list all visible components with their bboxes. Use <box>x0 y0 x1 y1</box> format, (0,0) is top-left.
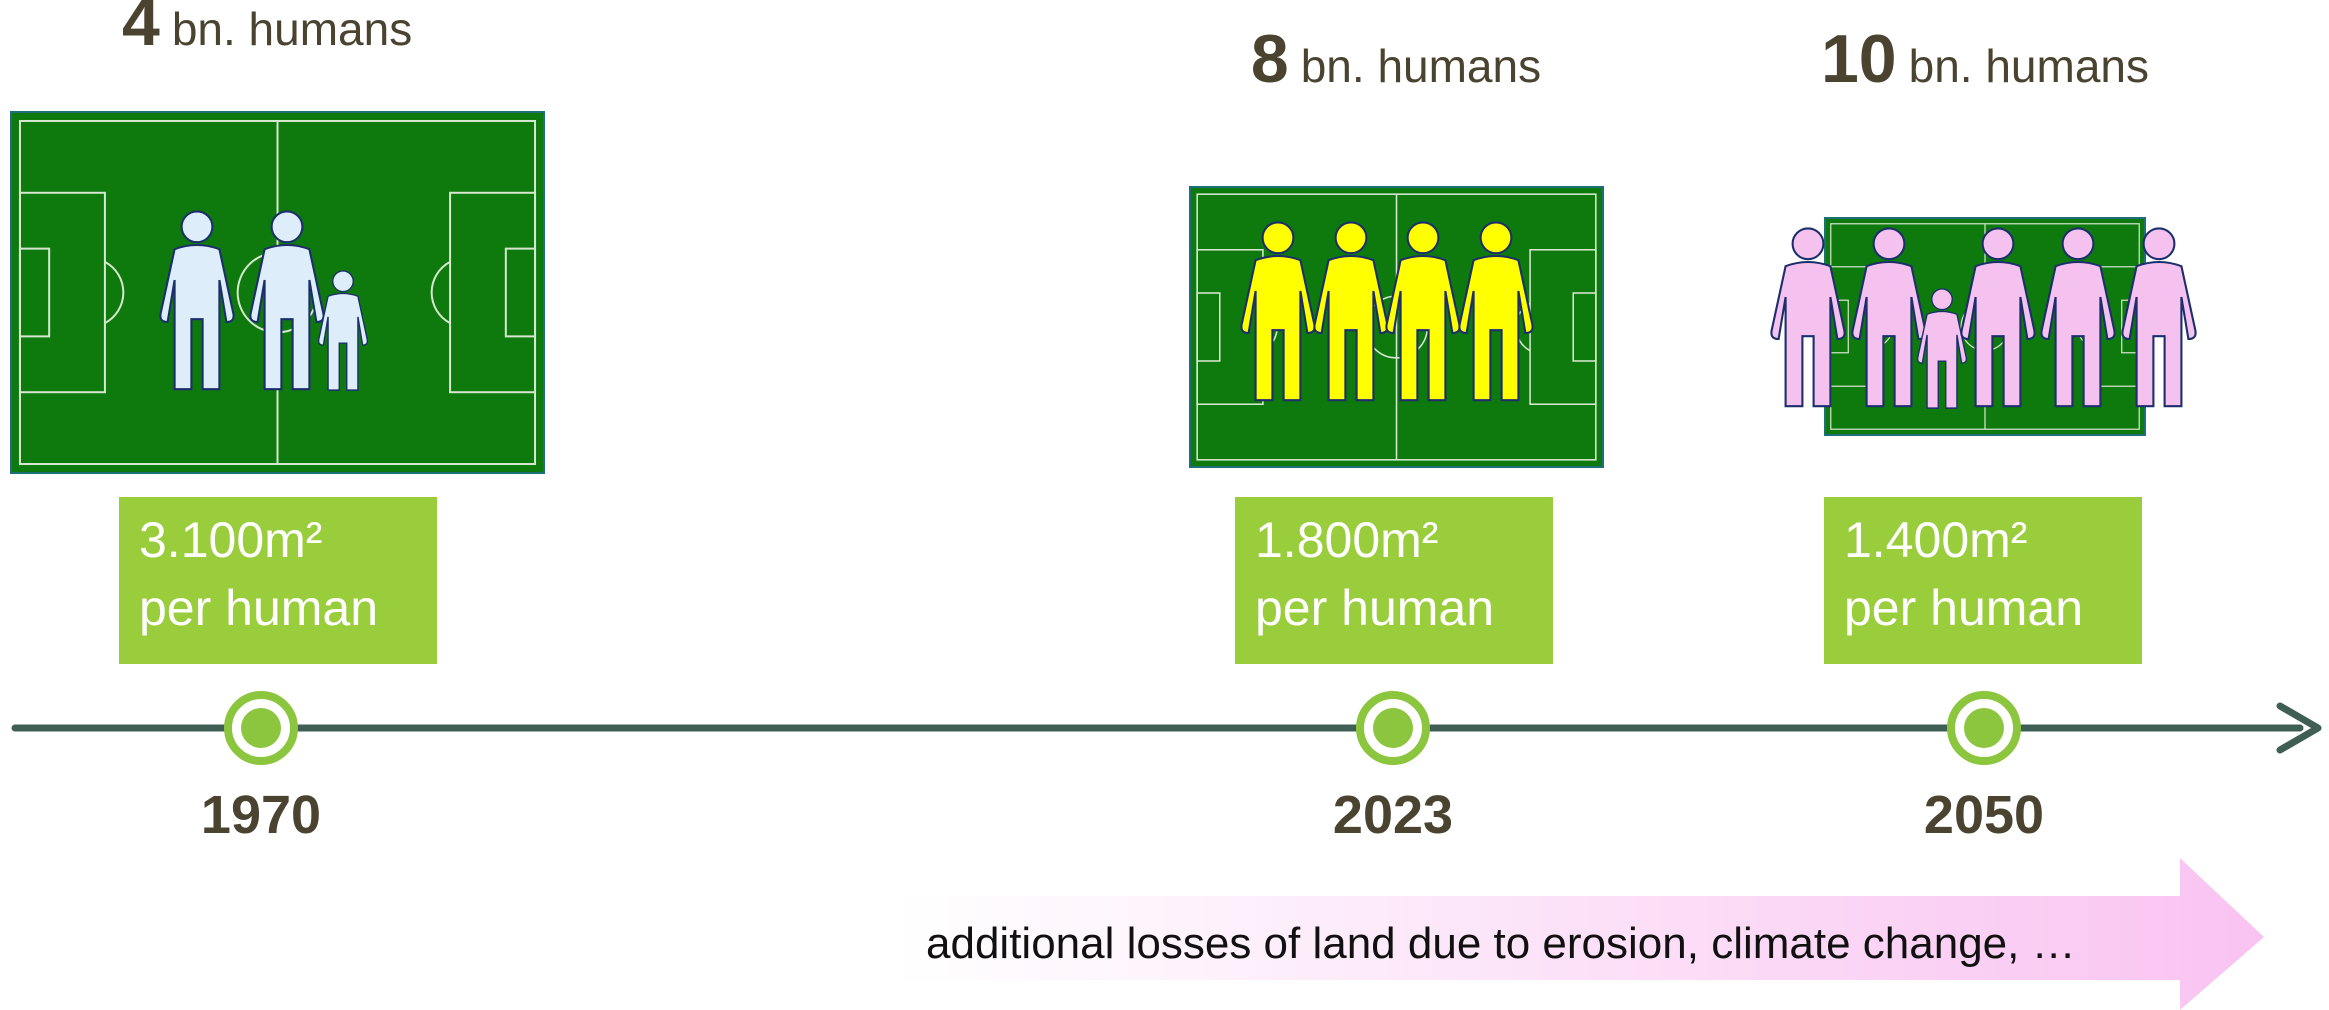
timeline-marker-dot <box>241 708 281 748</box>
population-unit: bn. humans <box>172 3 412 55</box>
population-heading: 10 bn. humans <box>1821 21 2149 97</box>
note: additional losses of land due to erosion… <box>926 919 2076 968</box>
population-heading: 4 bn. humans <box>122 0 412 60</box>
year: 2023 <box>1333 785 1453 845</box>
population-heading: 8 bn. humans <box>1251 21 1541 97</box>
timeline-marker-dot <box>1373 708 1413 748</box>
area-box <box>1235 497 1553 664</box>
area-value: 3.100m² <box>139 512 322 568</box>
area-value: 1.800m² <box>1255 512 1438 568</box>
year: 1970 <box>201 785 321 845</box>
population-count: 4 <box>122 0 160 60</box>
population-unit: bn. humans <box>1909 40 2149 92</box>
timeline-marker-dot <box>1964 708 2004 748</box>
area-box <box>119 497 437 664</box>
football-field <box>1191 188 1602 466</box>
population-unit: bn. humans <box>1301 40 1541 92</box>
area-per: per human <box>1255 580 1494 636</box>
area-per: per human <box>1844 580 2083 636</box>
area-value: 1.400m² <box>1844 512 2027 568</box>
area-per: per human <box>139 580 378 636</box>
note-arrow <box>896 858 2264 1010</box>
timeline-arrowhead <box>2276 702 2322 754</box>
year: 2050 <box>1924 785 2044 845</box>
area-box <box>1824 497 2142 664</box>
population-count: 8 <box>1251 21 1289 97</box>
population-count: 10 <box>1821 21 1897 97</box>
